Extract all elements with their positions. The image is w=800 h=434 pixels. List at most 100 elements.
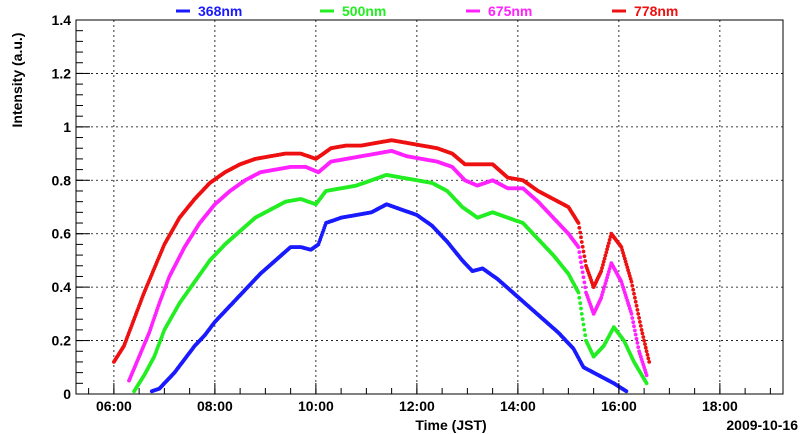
data-point (632, 324, 636, 329)
data-point (622, 256, 627, 261)
series-675nm (127, 149, 649, 383)
x-tick-label: 10:00 (298, 398, 334, 414)
data-point (624, 389, 629, 394)
x-axis-title: Time (JST) (415, 417, 486, 433)
data-point (633, 332, 638, 337)
data-point (581, 322, 586, 327)
data-point (635, 308, 640, 312)
data-point (578, 301, 583, 306)
y-tick-label: 0.2 (52, 333, 72, 349)
data-point (602, 284, 607, 289)
data-point (633, 295, 637, 300)
data-point (581, 275, 586, 280)
series-778nm (112, 138, 652, 364)
plot-frame (75, 19, 784, 395)
data-point (626, 268, 630, 273)
data-point (582, 280, 587, 285)
data-point (625, 265, 630, 270)
data-point (619, 245, 624, 250)
data-point (643, 345, 648, 350)
data-point (636, 345, 641, 349)
data-point (630, 316, 635, 320)
y-axis-title: Intensity (a.u.) (9, 33, 25, 128)
data-point (579, 265, 584, 270)
data-point (578, 230, 583, 235)
data-point (579, 235, 583, 240)
data-point (627, 274, 632, 278)
data-point (606, 241, 611, 246)
data-point (576, 221, 581, 225)
data-point (579, 306, 583, 311)
data-point (603, 281, 608, 286)
tick-labels: 0 0.2 0.4 0.6 0.8 1 1.2 1.4 06:00 08:00 10:00 12:00… (52, 12, 738, 414)
data-point (599, 269, 604, 273)
data-point (607, 238, 612, 242)
data-point (642, 338, 646, 343)
data-point (641, 335, 646, 339)
x-tick-label: 14:00 (500, 398, 536, 414)
data-point (607, 267, 612, 271)
data-point (633, 299, 638, 304)
y-tick-label: 1 (63, 119, 71, 135)
data-point (643, 342, 647, 346)
series-500nm (132, 173, 649, 394)
data-point (624, 262, 629, 267)
x-tick-label: 18:00 (702, 398, 738, 414)
data-point (605, 247, 609, 252)
legend-label: 368nm (198, 3, 242, 19)
legend-label: 500nm (342, 3, 386, 19)
data-point (638, 324, 643, 328)
data-point (647, 360, 652, 364)
x-tick-label: 16:00 (601, 398, 637, 414)
x-tick-label: 12:00 (399, 398, 435, 414)
axis-ticks (76, 19, 771, 395)
data-point (634, 336, 639, 341)
x-tick-label: 06:00 (96, 398, 132, 414)
y-tick-label: 0 (63, 386, 71, 402)
data-point (583, 259, 588, 263)
y-tick-label: 1.2 (52, 65, 72, 81)
series-368nm (149, 202, 629, 394)
data-point (604, 278, 609, 283)
data-point (644, 349, 649, 354)
legend-label: 778nm (634, 3, 678, 19)
data-point (580, 244, 585, 249)
data-point (645, 352, 650, 357)
data-point (631, 320, 636, 325)
data-point (635, 341, 640, 345)
data-point (646, 356, 651, 361)
data-point (579, 260, 583, 265)
y-tick-label: 1.4 (52, 12, 72, 28)
data-point (640, 331, 645, 336)
data-point (630, 283, 635, 288)
data-point (583, 333, 588, 338)
data-point (579, 312, 584, 316)
legend-label: 675nm (488, 3, 532, 19)
data-point (600, 266, 604, 270)
data-point (577, 225, 582, 230)
data-point (606, 269, 611, 274)
data-point (605, 275, 609, 280)
data-point (633, 328, 637, 333)
data-point (604, 250, 609, 255)
data-point (606, 244, 610, 249)
y-tick-label: 0.6 (52, 226, 72, 242)
date-label: 2009-10-16 (726, 417, 798, 433)
data-point (620, 248, 625, 252)
data-point (577, 250, 582, 255)
data-point (582, 328, 587, 332)
y-tick-label: 0.8 (52, 172, 72, 188)
data-point (631, 287, 636, 292)
data-point (638, 320, 642, 324)
data-point (599, 295, 604, 300)
y-tick-label: 0.4 (52, 279, 72, 295)
data-point (628, 277, 633, 281)
data-point (639, 328, 644, 332)
data-point (634, 303, 639, 308)
data-point (623, 259, 628, 264)
data-point (581, 249, 586, 254)
data-point (582, 254, 587, 259)
data-point (637, 316, 641, 320)
